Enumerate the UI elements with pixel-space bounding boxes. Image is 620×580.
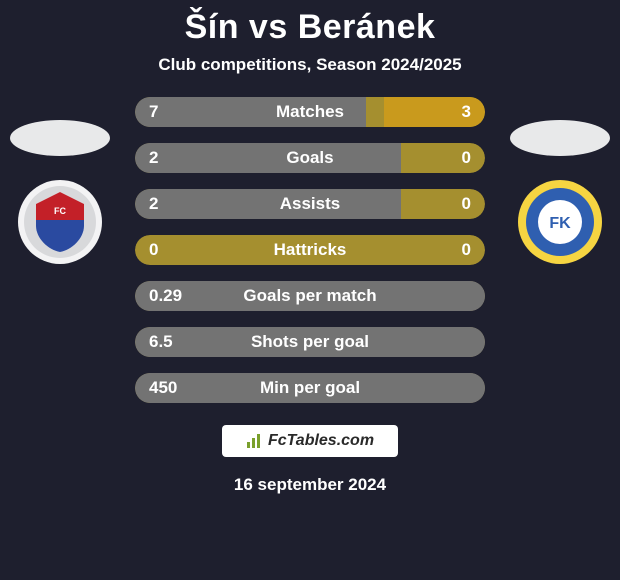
stat-row: 0Hattricks0 [135, 235, 485, 265]
svg-text:FK: FK [549, 215, 571, 232]
stat-value-right: 0 [405, 194, 485, 214]
teplice-badge-icon: FK [518, 180, 602, 264]
stat-value-left: 450 [135, 378, 215, 398]
stat-label: Matches [215, 102, 405, 122]
left-club-badge: FC [18, 180, 102, 264]
stat-value-left: 0 [135, 240, 215, 260]
stat-label: Hattricks [215, 240, 405, 260]
page-subtitle: Club competitions, Season 2024/2025 [158, 55, 461, 75]
stat-label: Assists [215, 194, 405, 214]
stat-label: Min per goal [215, 378, 405, 398]
stat-label: Goals [215, 148, 405, 168]
page-title: Šín vs Beránek [185, 8, 436, 47]
left-player-oval [10, 120, 110, 156]
stat-row: 450Min per goal [135, 373, 485, 403]
stat-row: 6.5Shots per goal [135, 327, 485, 357]
stat-rows: 7Matches32Goals02Assists00Hattricks00.29… [135, 97, 485, 403]
stat-value-left: 2 [135, 148, 215, 168]
right-player-oval [510, 120, 610, 156]
stat-value-left: 0.29 [135, 286, 215, 306]
stat-row: 2Goals0 [135, 143, 485, 173]
stat-value-right: 3 [405, 102, 485, 122]
stat-value-left: 2 [135, 194, 215, 214]
stat-label: Goals per match [215, 286, 405, 306]
watermark: FcTables.com [222, 425, 398, 457]
stat-value-left: 7 [135, 102, 215, 122]
stat-value-right: 0 [405, 240, 485, 260]
stat-label: Shots per goal [215, 332, 405, 352]
banik-ostrava-badge-icon: FC [18, 180, 102, 264]
svg-text:FC: FC [54, 206, 66, 216]
stat-row: 7Matches3 [135, 97, 485, 127]
stat-value-left: 6.5 [135, 332, 215, 352]
stat-row: 2Assists0 [135, 189, 485, 219]
stat-row: 0.29Goals per match [135, 281, 485, 311]
watermark-text: FcTables.com [268, 432, 374, 450]
date-label: 16 september 2024 [234, 475, 386, 495]
bar-chart-icon [246, 433, 262, 449]
stat-value-right: 0 [405, 148, 485, 168]
comparison-card: Šín vs Beránek Club competitions, Season… [0, 0, 620, 580]
right-club-badge: FK [518, 180, 602, 264]
